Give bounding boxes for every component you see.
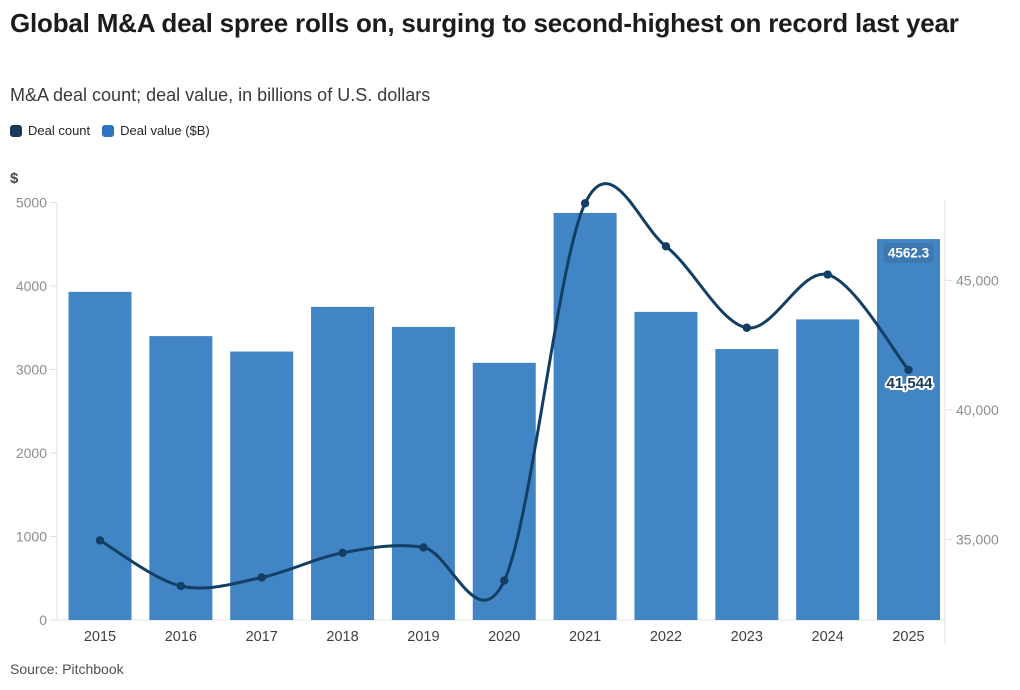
chart-title: Global M&A deal spree rolls on, surging …	[10, 8, 959, 38]
left-tick-label-4000: 4000	[16, 278, 47, 294]
bar-2015	[68, 291, 132, 620]
deal-count-label-2025: 41,544	[887, 375, 934, 392]
bar-2025	[877, 239, 940, 620]
bar-2021	[553, 212, 617, 620]
point-2020	[500, 576, 509, 585]
left-tick-label-1000: 1000	[16, 529, 47, 545]
point-2016	[176, 581, 186, 591]
legend-item-deal-value: Deal value ($B)	[102, 123, 210, 138]
left-axis-title: $	[10, 170, 19, 187]
bar-value-badge-2025	[883, 243, 934, 264]
x-tick-label-2021: 2021	[569, 629, 601, 645]
point-2015	[95, 536, 105, 545]
x-tick-label-2015: 2015	[84, 629, 116, 645]
right-tick-label-45000: 45,000	[956, 272, 999, 288]
left-tick-label-3000: 3000	[16, 362, 47, 378]
point-2024	[823, 270, 832, 279]
x-tick-label-2023: 2023	[731, 629, 763, 645]
left-tick-label-2000: 2000	[16, 445, 47, 461]
deal-count-swatch	[10, 124, 22, 137]
deal-value-swatch	[102, 124, 115, 137]
point-2025	[904, 365, 913, 375]
right-tick-label-35000: 35,000	[956, 532, 999, 548]
point-2019	[419, 543, 428, 552]
bar-2024	[796, 319, 860, 620]
x-tick-label-2024: 2024	[812, 629, 844, 645]
bar-2022	[634, 311, 698, 620]
point-2021	[580, 199, 590, 208]
point-2023	[742, 323, 751, 332]
legend: Deal count Deal value ($B)	[10, 123, 210, 138]
legend-item-deal-count: Deal count	[10, 123, 90, 138]
x-tick-label-2019: 2019	[407, 629, 439, 645]
bar-value-label-2025: 4562.3	[888, 246, 930, 261]
x-tick-label-2017: 2017	[246, 629, 278, 645]
point-2022	[661, 242, 671, 251]
point-2018	[338, 548, 347, 558]
bar-2023	[715, 349, 779, 620]
chart-subtitle: M&A deal count; deal value, in billions …	[10, 85, 431, 105]
x-tick-label-2025: 2025	[892, 629, 924, 645]
point-2017	[257, 573, 266, 582]
left-tick-label-0: 0	[39, 612, 47, 628]
source-credit: Source: Pitchbook	[10, 661, 124, 677]
deal-value-legend-label: Deal value ($B)	[120, 123, 210, 138]
x-tick-label-2020: 2020	[488, 629, 520, 645]
x-tick-label-2022: 2022	[650, 629, 682, 645]
deal-count-legend-label: Deal count	[28, 123, 91, 138]
bar-2019	[391, 326, 455, 620]
x-tick-label-2018: 2018	[326, 629, 358, 645]
left-tick-label-5000: 5000	[16, 195, 47, 211]
right-tick-label-40000: 40,000	[956, 402, 999, 418]
bar-2018	[311, 306, 375, 620]
x-tick-label-2016: 2016	[165, 629, 197, 645]
bar-2016	[149, 336, 213, 620]
